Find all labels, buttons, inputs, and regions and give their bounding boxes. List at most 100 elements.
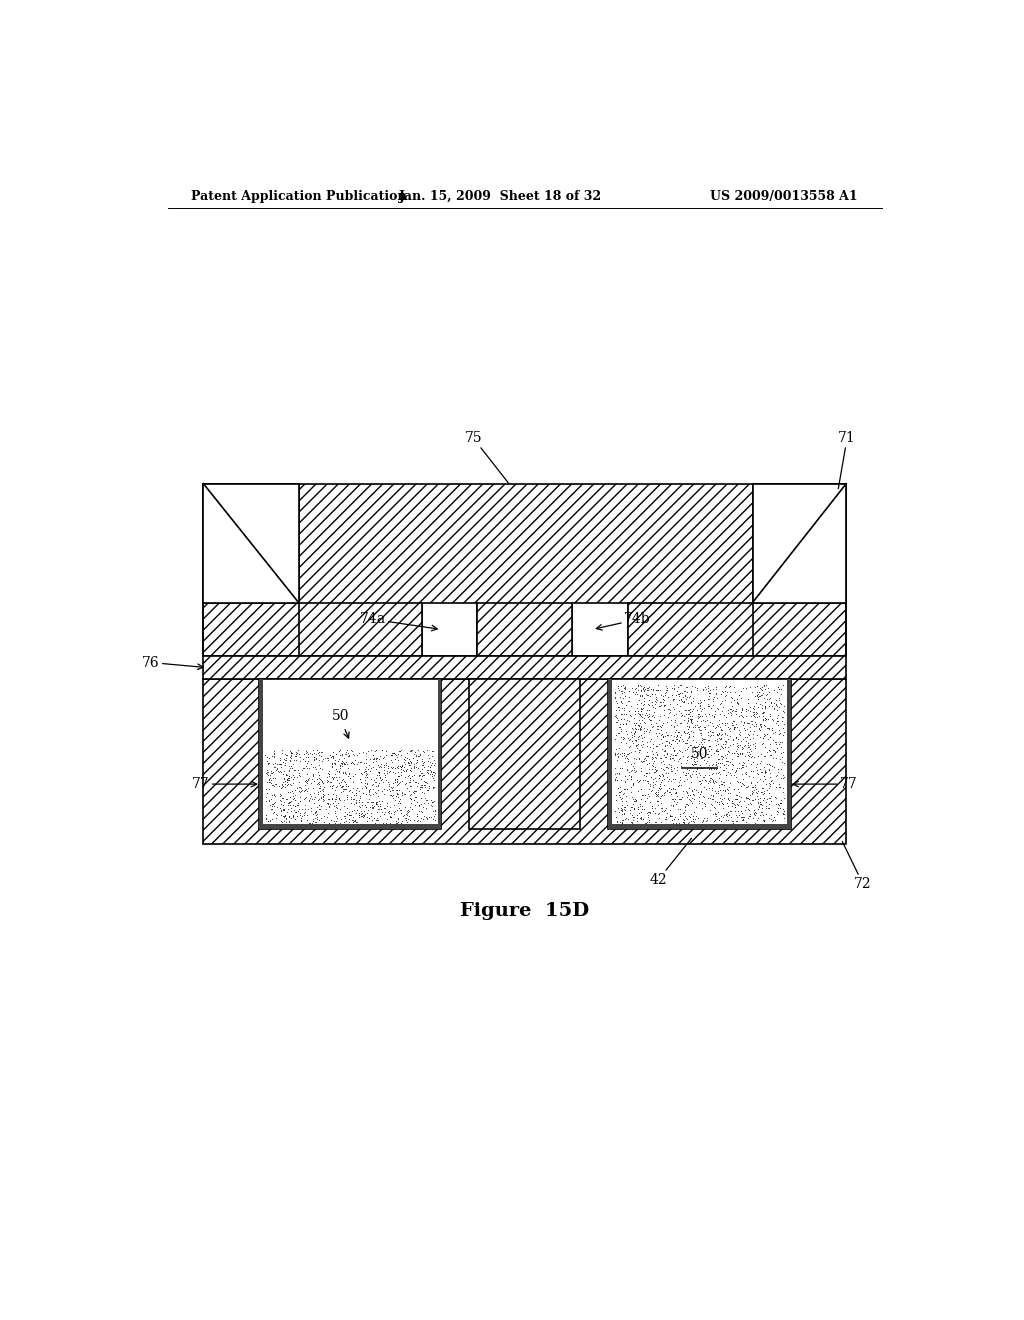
Point <box>702 758 719 779</box>
Point <box>623 722 639 743</box>
Point <box>387 763 403 784</box>
Point <box>768 766 784 787</box>
Point <box>339 787 355 808</box>
Point <box>293 777 309 799</box>
Point <box>336 752 352 774</box>
Point <box>607 686 624 708</box>
Point <box>726 793 742 814</box>
Point <box>773 710 790 731</box>
Point <box>671 748 687 770</box>
Point <box>337 754 353 775</box>
Point <box>274 751 291 772</box>
Point <box>762 776 778 797</box>
Point <box>311 748 328 770</box>
Point <box>426 777 442 799</box>
Point <box>618 747 635 768</box>
Point <box>628 748 644 770</box>
Point <box>389 792 406 813</box>
Point <box>332 788 348 809</box>
Point <box>366 751 382 772</box>
Point <box>696 767 713 788</box>
Point <box>612 781 629 803</box>
Point <box>709 741 725 762</box>
Point <box>395 760 412 781</box>
Point <box>727 714 743 735</box>
Point <box>388 812 404 833</box>
Point <box>756 725 772 746</box>
Point <box>257 804 273 825</box>
Point <box>347 763 364 784</box>
Point <box>682 693 698 714</box>
Point <box>640 801 656 822</box>
Point <box>378 812 394 833</box>
Point <box>298 742 314 763</box>
Point <box>370 809 386 830</box>
Point <box>324 746 340 767</box>
Point <box>400 799 417 820</box>
Point <box>335 762 351 783</box>
Point <box>776 702 793 723</box>
Point <box>608 711 625 733</box>
Point <box>344 789 360 810</box>
Point <box>626 797 642 818</box>
Point <box>701 746 718 767</box>
Point <box>674 729 690 750</box>
Point <box>669 725 685 746</box>
Point <box>297 795 313 816</box>
Point <box>275 792 292 813</box>
Point <box>642 719 658 741</box>
Point <box>316 812 333 833</box>
Point <box>418 789 434 810</box>
Point <box>660 698 677 719</box>
Point <box>273 787 290 808</box>
Point <box>641 759 657 780</box>
Point <box>676 719 692 741</box>
Point <box>341 804 357 825</box>
Point <box>696 689 713 710</box>
Point <box>657 735 674 756</box>
Point <box>422 756 438 777</box>
Point <box>257 808 273 829</box>
Point <box>772 793 788 814</box>
Point <box>663 779 679 800</box>
Point <box>394 805 411 826</box>
Point <box>677 796 693 817</box>
Point <box>383 744 399 766</box>
Point <box>712 715 728 737</box>
Point <box>660 762 677 783</box>
Point <box>659 711 676 733</box>
Point <box>639 746 655 767</box>
Point <box>289 795 305 816</box>
Point <box>749 701 765 722</box>
Point <box>271 785 288 807</box>
Point <box>633 807 649 828</box>
Point <box>288 801 304 822</box>
Point <box>646 762 663 783</box>
Point <box>397 783 414 804</box>
Point <box>319 803 336 824</box>
Point <box>348 784 365 805</box>
Point <box>324 752 340 774</box>
Point <box>710 723 726 744</box>
Point <box>337 805 353 826</box>
Point <box>734 742 751 763</box>
Point <box>746 704 763 725</box>
Point <box>335 763 351 784</box>
Point <box>664 805 680 826</box>
Point <box>710 741 726 762</box>
Point <box>693 747 710 768</box>
Point <box>666 808 682 829</box>
Point <box>759 754 775 775</box>
Point <box>275 767 292 788</box>
Point <box>626 725 642 746</box>
Point <box>681 812 697 833</box>
Point <box>737 760 754 781</box>
Point <box>287 784 303 805</box>
Point <box>373 754 389 775</box>
Bar <box>608 824 791 829</box>
Point <box>645 747 662 768</box>
Point <box>729 779 745 800</box>
Point <box>621 760 637 781</box>
Point <box>628 791 644 812</box>
Point <box>735 717 752 738</box>
